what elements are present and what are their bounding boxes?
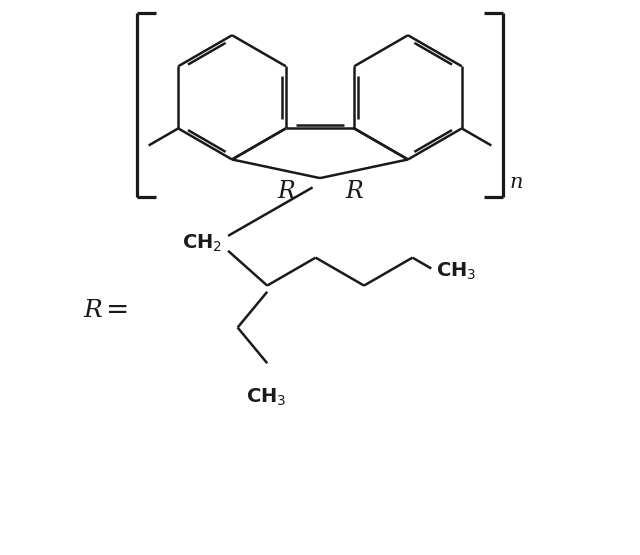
Text: CH$_3$: CH$_3$ xyxy=(246,387,286,408)
Text: =: = xyxy=(106,296,130,325)
Text: n: n xyxy=(510,173,524,192)
Text: CH$_3$: CH$_3$ xyxy=(436,261,477,282)
Text: CH$_2$: CH$_2$ xyxy=(182,233,222,254)
Text: R: R xyxy=(346,180,363,203)
Text: R: R xyxy=(277,180,294,203)
Text: R: R xyxy=(84,299,102,322)
